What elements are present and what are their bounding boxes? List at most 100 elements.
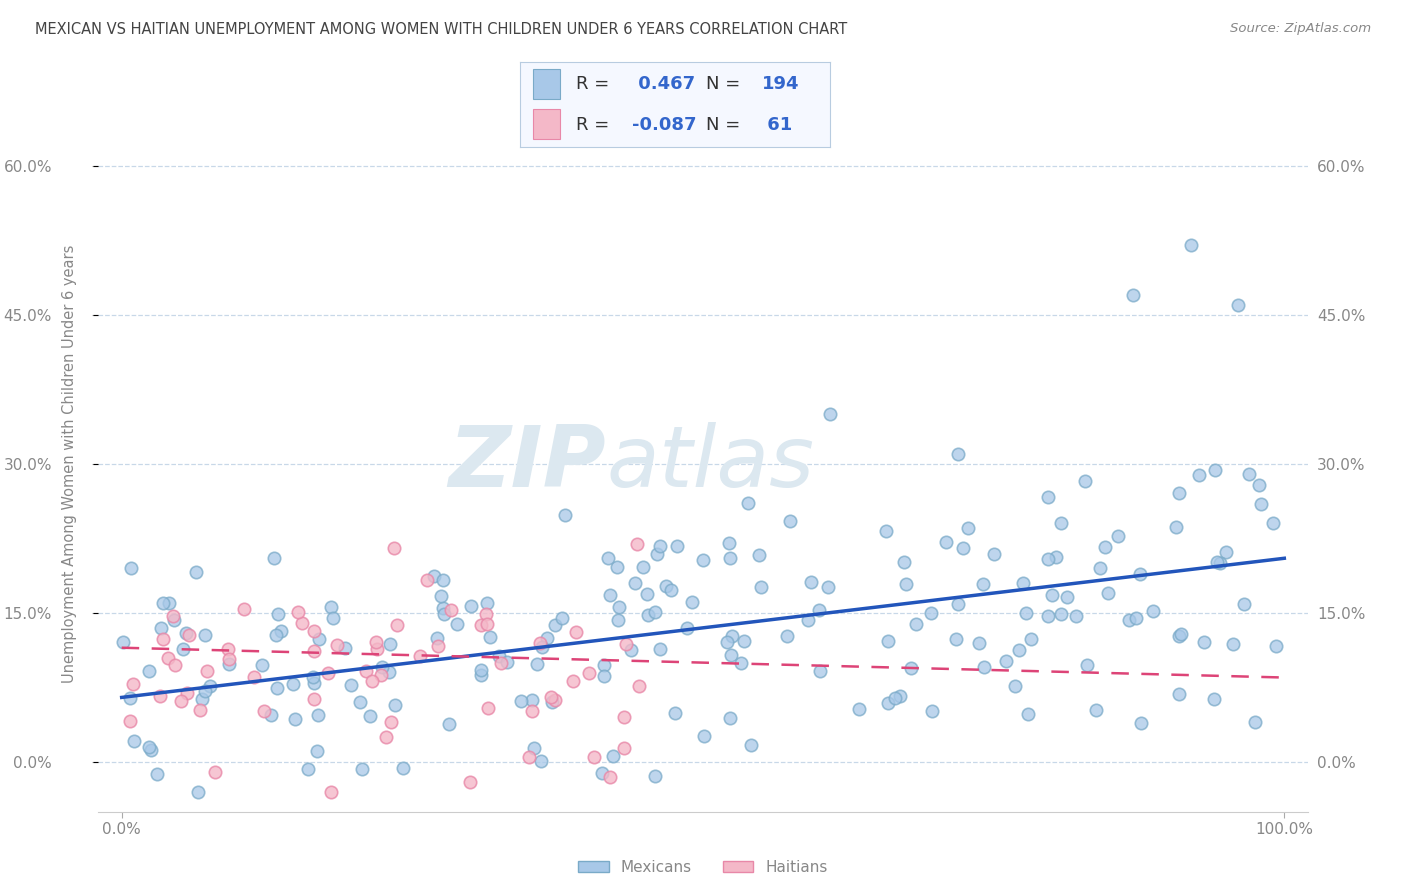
Point	[749, 580, 772, 594]
Point	[1142, 603, 1164, 617]
Point	[659, 583, 682, 598]
Point	[184, 565, 207, 579]
Point	[479, 630, 502, 644]
Point	[243, 670, 266, 684]
Point	[149, 689, 172, 703]
Legend: Mexicans, Haitians: Mexicans, Haitians	[572, 854, 834, 880]
Point	[218, 651, 240, 665]
Point	[218, 657, 240, 671]
Point	[900, 660, 922, 674]
Text: 0.467: 0.467	[631, 76, 695, 94]
Point	[385, 617, 408, 632]
Point	[1122, 288, 1144, 302]
Point	[848, 702, 870, 716]
Point	[716, 634, 738, 648]
Point	[217, 641, 239, 656]
Point	[475, 607, 498, 621]
Point	[1205, 555, 1227, 569]
Point	[952, 541, 974, 556]
Point	[297, 762, 319, 776]
Point	[266, 681, 288, 695]
Point	[1264, 639, 1286, 653]
Point	[530, 755, 553, 769]
Point	[1168, 486, 1191, 500]
Point	[1239, 467, 1261, 481]
Point	[475, 596, 498, 610]
Point	[808, 664, 831, 678]
Text: N =: N =	[706, 116, 745, 134]
Point	[1232, 598, 1254, 612]
Point	[613, 709, 636, 723]
Point	[540, 690, 562, 704]
Bar	[533, 109, 561, 139]
Point	[1094, 540, 1116, 554]
Point	[554, 508, 576, 522]
Point	[626, 537, 648, 551]
Point	[596, 550, 619, 565]
Point	[440, 602, 463, 616]
Point	[613, 741, 636, 756]
Point	[973, 659, 995, 673]
Point	[565, 625, 588, 640]
Point	[718, 536, 741, 550]
Point	[1209, 556, 1232, 570]
Point	[797, 613, 820, 627]
Point	[162, 608, 184, 623]
Point	[889, 690, 911, 704]
Text: R =: R =	[576, 76, 614, 94]
Point	[170, 694, 193, 708]
Point	[197, 665, 219, 679]
Point	[529, 635, 551, 649]
Text: -0.087: -0.087	[631, 116, 696, 134]
Point	[1261, 516, 1284, 531]
Point	[526, 657, 548, 671]
Point	[1244, 715, 1267, 730]
Text: ZIP: ZIP	[449, 422, 606, 506]
Point	[1188, 467, 1211, 482]
Point	[253, 704, 276, 718]
Point	[188, 703, 211, 717]
Point	[426, 632, 449, 646]
Point	[460, 775, 482, 789]
Point	[1084, 703, 1107, 717]
Point	[607, 613, 630, 627]
Point	[152, 596, 174, 610]
Point	[718, 711, 741, 725]
Point	[470, 617, 492, 632]
Point	[475, 616, 498, 631]
Point	[1019, 632, 1042, 646]
Point	[582, 750, 605, 764]
Point	[321, 599, 343, 614]
Point	[624, 576, 647, 591]
Point	[250, 658, 273, 673]
Point	[517, 750, 540, 764]
Text: N =: N =	[706, 76, 745, 94]
Point	[593, 657, 616, 672]
Point	[820, 407, 842, 421]
Point	[1247, 478, 1270, 492]
Bar	[533, 70, 561, 99]
Point	[1007, 643, 1029, 657]
Point	[578, 666, 600, 681]
Point	[1107, 529, 1129, 543]
Point	[1015, 607, 1038, 621]
Point	[429, 590, 451, 604]
Point	[967, 635, 990, 649]
Point	[1004, 679, 1026, 693]
Point	[1129, 567, 1152, 582]
Point	[935, 535, 957, 549]
Point	[875, 524, 897, 538]
Point	[665, 539, 688, 553]
Point	[876, 696, 898, 710]
Point	[318, 666, 340, 681]
Point	[1164, 520, 1187, 534]
Point	[172, 641, 194, 656]
Point	[423, 569, 446, 583]
Point	[654, 579, 676, 593]
Point	[204, 764, 226, 779]
Point	[675, 621, 697, 635]
Point	[350, 762, 373, 776]
Point	[972, 577, 994, 591]
Point	[693, 729, 716, 743]
Point	[477, 701, 499, 715]
